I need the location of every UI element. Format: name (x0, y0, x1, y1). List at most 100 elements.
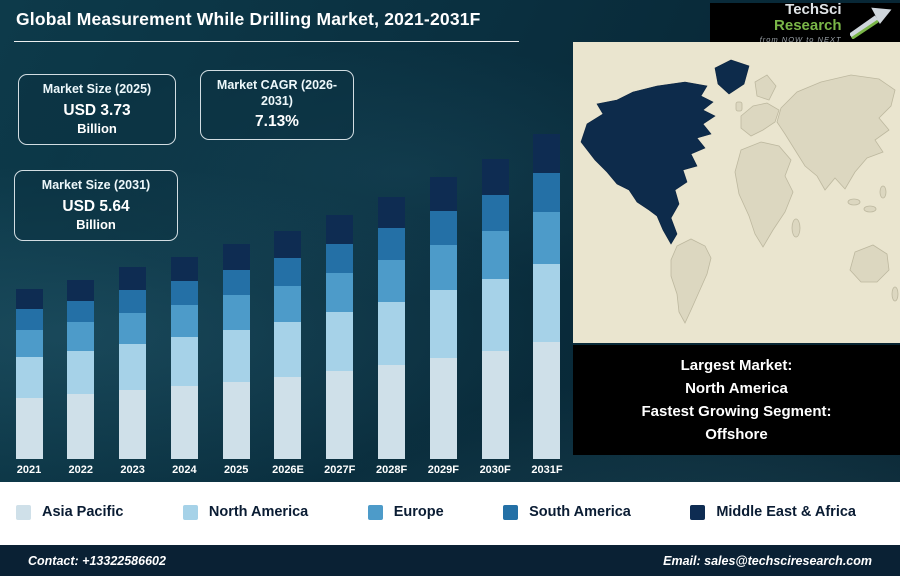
bar-segment (119, 290, 147, 313)
bar-stack (67, 280, 95, 459)
bar-column: 2022 (64, 280, 98, 476)
bar-column: 2027F (323, 215, 357, 476)
map-region-north-america (580, 81, 716, 245)
bar-stack (533, 134, 561, 459)
bar-column: 2023 (116, 267, 150, 476)
bar-segment (222, 244, 250, 270)
legend-label: South America (529, 504, 631, 520)
stat-market-size-2031: Market Size (2031) USD 5.64 Billion (14, 170, 178, 242)
bar-segment (378, 260, 406, 302)
bar-segment (533, 134, 561, 173)
bar-segment (274, 258, 302, 286)
bar-segment (378, 302, 406, 365)
bar-segment (481, 231, 509, 279)
bar-segment (15, 330, 43, 357)
bar-segment (429, 211, 457, 245)
bar-year-label: 2030F (479, 464, 511, 476)
bar-year-label: 2027F (324, 464, 356, 476)
stat-value: 7.13% (255, 113, 299, 131)
stat-value: USD 5.64 (62, 197, 130, 215)
bar-stack (326, 215, 354, 459)
map-region-europe (740, 102, 780, 137)
legend-item: South America (503, 504, 631, 520)
email-info: Email: sales@techsciresearch.com (663, 553, 872, 568)
bar-column: 2024 (167, 257, 201, 476)
bar-year-label: 2026E (272, 464, 304, 476)
bar-segment (274, 377, 302, 459)
logo-brand: TechSci Research (718, 1, 842, 35)
bar-segment (378, 365, 406, 459)
bar-segment (481, 195, 509, 231)
callout-largest-market-label: Largest Market: (680, 356, 793, 374)
bar-column: 2021 (12, 289, 46, 476)
bar-segment (222, 382, 250, 459)
map-region-south-america (670, 238, 712, 324)
bar-segment (274, 231, 302, 258)
techsci-logo: TechSci Research from NOW to NEXT (710, 1, 900, 44)
bar-segment (170, 386, 198, 459)
bar-segment (15, 357, 43, 398)
stat-unit: Billion (77, 120, 117, 136)
map-callout: Largest Market: North America Fastest Gr… (573, 345, 900, 455)
logo-tagline: from NOW to NEXT (759, 34, 842, 44)
bar-segment (119, 390, 147, 459)
legend-label: Europe (393, 504, 444, 520)
map-region-indonesia-2 (863, 205, 877, 213)
callout-fastest-segment-value: Offshore (705, 426, 768, 444)
bar-segment (119, 267, 147, 290)
bar-segment (170, 305, 198, 337)
bar-segment (274, 286, 302, 322)
map-region-new-zealand (891, 286, 899, 302)
legend-item: Asia Pacific (16, 504, 123, 520)
bar-year-label: 2021 (16, 464, 42, 476)
bar-column: 2025 (219, 244, 253, 476)
bar-segment (222, 295, 250, 330)
title-underline (14, 41, 519, 42)
bar-segment (67, 394, 95, 459)
bar-segment (533, 264, 561, 342)
bar-segment (119, 313, 147, 344)
stat-market-cagr: Market CAGR (2026-2031) 7.13% (200, 70, 354, 141)
footer-bar: Contact: +13322586602 Email: sales@techs… (0, 542, 900, 576)
bar-year-label: 2028F (375, 464, 408, 476)
logo-arrow-icon (849, 7, 892, 39)
logo-text: TechSci Research from NOW to NEXT (718, 1, 842, 44)
bar-segment (274, 322, 302, 377)
bar-stack (222, 244, 250, 459)
legend-label: Asia Pacific (42, 504, 124, 520)
map-region-uk (735, 101, 743, 112)
map-region-scandinavia (754, 74, 777, 101)
map-region-madagascar (791, 218, 801, 238)
bar-segment (481, 351, 509, 459)
bar-column: 2029F (426, 177, 460, 476)
bar-segment (67, 351, 95, 394)
bar-segment (326, 371, 354, 459)
bar-segment (429, 358, 457, 459)
contact-info: Contact: +13322586602 (28, 553, 166, 568)
bar-segment (429, 245, 457, 290)
bar-segment (170, 257, 198, 281)
bar-segment (222, 270, 250, 295)
bar-segment (533, 342, 561, 459)
bar-year-label: 2024 (172, 464, 197, 476)
bar-segment (481, 159, 509, 195)
bar-segment (378, 228, 406, 260)
page-title: Global Measurement While Drilling Market… (16, 9, 481, 29)
stat-value: USD 3.73 (63, 101, 131, 119)
stat-label: Market CAGR (2026-2031) (216, 78, 338, 108)
callout-fastest-segment-label: Fastest Growing Segment: (641, 403, 832, 420)
map-region-philippines (879, 185, 887, 199)
bar-segment (67, 322, 95, 351)
map-region-greenland (714, 59, 750, 95)
legend-swatch (690, 504, 706, 520)
bar-column: 2028F (375, 197, 409, 476)
bar-segment (170, 281, 198, 305)
bar-stack (481, 159, 509, 459)
bar-segment (481, 279, 509, 351)
stat-label: Market Size (2031) (41, 178, 151, 192)
map-region-indonesia-1 (847, 198, 861, 206)
map-region-africa (734, 141, 794, 248)
legend-item: North America (182, 504, 308, 520)
bar-stack (119, 267, 147, 459)
